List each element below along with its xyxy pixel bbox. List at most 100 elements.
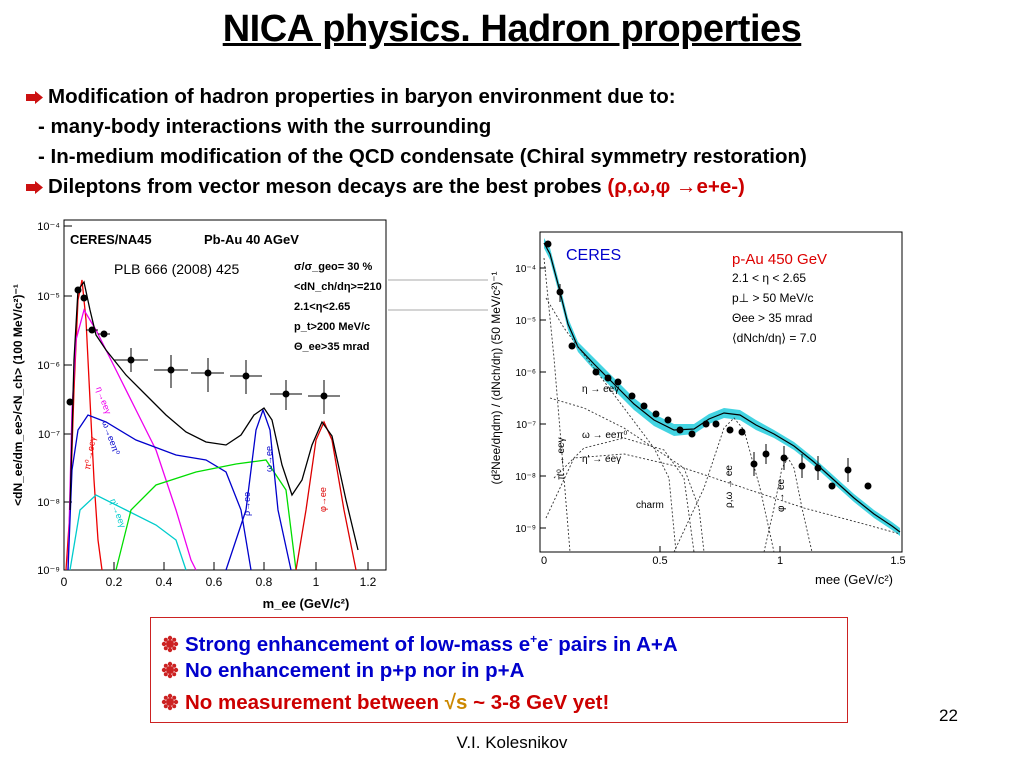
data-point	[592, 368, 600, 376]
y-tick: 10⁻⁵	[37, 291, 60, 303]
y-tick: 10⁻⁷	[516, 420, 536, 431]
conclusion-line-1: Strong enhancement of low-mass e+e- pair…	[161, 624, 678, 656]
curve-rho	[673, 417, 775, 553]
conclusion-3-text: No measurement between	[185, 691, 445, 714]
label-phi: φ → ee	[776, 478, 787, 512]
flower-bullet-icon	[161, 693, 179, 711]
y-tick: 10⁻⁹	[37, 565, 60, 577]
y-tick: 10⁻⁶	[515, 368, 536, 379]
cut-label: p⊥ > 50 MeV/c	[732, 291, 814, 305]
curve-omega-dalitz	[549, 397, 705, 553]
conclusion-2-text: No enhancement in p+p nor in p+A	[185, 659, 525, 682]
data-point	[702, 420, 710, 428]
plot-header-system: Pb-Au 40 AGeV	[204, 232, 299, 247]
sub-bullet-1: - many-body interactions with the surrou…	[38, 115, 492, 138]
data-point	[604, 374, 612, 382]
cut-label: <dN_ch/dη>=210	[294, 281, 382, 293]
curve-omega-ee	[225, 408, 292, 571]
x-axis-label: m_ee (GeV/c²)	[263, 596, 350, 611]
sub-bullet-2: - In-medium modification of the QCD cond…	[38, 145, 807, 168]
left-plot: 10⁻⁴ 10⁻⁵ 10⁻⁶ 10⁻⁷ 10⁻⁸ 10⁻⁹ 0 0.2 0.4 …	[11, 219, 387, 611]
bullet-list: Modification of hadron properties in bar…	[26, 82, 1016, 202]
cut-label: σ/σ_geo= 30 %	[294, 261, 373, 273]
y-tick: 10⁻⁴	[515, 264, 536, 275]
y-tick: 10⁻⁹	[515, 524, 536, 535]
superscript-plus: +	[530, 632, 538, 646]
curve-etap	[553, 437, 695, 553]
data-point	[628, 392, 636, 400]
x-axis-label: mee (GeV/c²)	[815, 572, 893, 587]
plot-header-experiment: CERES	[566, 247, 621, 264]
data-point	[80, 294, 88, 302]
data-point	[864, 482, 872, 490]
flower-bullet-icon	[161, 635, 179, 653]
curve-rho	[115, 459, 297, 571]
data-point	[66, 398, 74, 406]
data-point	[828, 482, 836, 490]
data-point	[664, 416, 672, 424]
label-omega: ω → eeπ⁰	[582, 430, 627, 441]
data-point	[568, 342, 576, 350]
label-rho: ρ→ee	[242, 492, 252, 516]
y-tick: 10⁻⁸	[515, 472, 536, 483]
label-etap: η' → eeγ	[582, 454, 621, 465]
curve-etap	[69, 494, 187, 571]
cut-label: Θee > 35 mrad	[732, 311, 812, 325]
y-tick: 10⁻⁸	[37, 497, 60, 509]
label-pi0: π⁰→eeγ	[82, 435, 98, 470]
cut-label: 2.1<η<2.65	[294, 301, 350, 313]
bullet-2: Dileptons from vector meson decays are t…	[26, 172, 1016, 202]
label-phi: φ→ee	[318, 487, 328, 512]
conclusion-3-tail: ~ 3-8 GeV yet!	[467, 691, 610, 714]
curve-phi	[763, 457, 813, 553]
label-eta: η → eeγ	[582, 384, 619, 395]
label-charm: charm	[636, 500, 664, 511]
curve-total	[543, 242, 901, 533]
bullet-2-text: Dileptons from vector meson decays are t…	[48, 175, 602, 198]
sqrt-s: √s	[444, 691, 468, 714]
data-point	[726, 426, 734, 434]
conclusion-1-e: e	[537, 632, 549, 656]
x-tick: 1.2	[360, 575, 377, 589]
right-plot: 10⁻⁴ 10⁻⁵ 10⁻⁶ 10⁻⁷ 10⁻⁸ 10⁻⁹ 0 0.5 1 1.…	[489, 231, 906, 587]
bullet-2-probes: (ρ,ω,φ →e+e-)	[607, 175, 745, 198]
x-tick: 0.8	[256, 575, 273, 589]
data-point	[614, 378, 622, 386]
superscript-minus: -	[548, 632, 553, 646]
bullet-1: Modification of hadron properties in bar…	[26, 82, 1016, 112]
x-tick: 1	[313, 575, 320, 589]
data-point	[688, 430, 696, 438]
x-tick: 0.6	[206, 575, 223, 589]
curve-charm	[545, 453, 901, 535]
bullet-1-text: Modification of hadron properties in bar…	[48, 85, 676, 108]
x-tick: 1	[777, 555, 783, 567]
data-point	[712, 420, 720, 428]
curve-total	[69, 280, 359, 551]
label-pi0: π⁰ → eeγ	[556, 437, 567, 480]
y-tick: 10⁻⁵	[515, 316, 536, 327]
arrow-bullet-icon	[26, 91, 43, 104]
x-tick: 0.5	[652, 555, 667, 567]
slide-title: NICA physics. Hadron properties	[222, 8, 802, 50]
conclusion-line-2: No enhancement in p+p nor in p+A	[161, 656, 524, 686]
label-rho: ρ,ω → ee	[724, 465, 735, 508]
label-etap: η'→eeγ	[108, 497, 128, 529]
curve-pi0	[543, 257, 571, 553]
connector-lines	[388, 279, 488, 311]
cut-label: ⟨dNch/dη⟩ = 7.0	[732, 331, 817, 345]
data-point	[652, 410, 660, 418]
x-tick: 1.5	[890, 555, 905, 567]
data-point	[544, 240, 552, 248]
x-tick: 0.4	[156, 575, 173, 589]
y-tick: 10⁻⁷	[38, 429, 60, 441]
label-eta: η→eeγ	[94, 385, 113, 416]
label-omega-ee: ω→ee	[264, 446, 274, 472]
x-tick: 0	[541, 555, 547, 567]
x-tick: 0.2	[106, 575, 123, 589]
data-point	[640, 402, 648, 410]
y-tick: 10⁻⁴	[37, 221, 60, 233]
label-omega: ω→eeπ⁰	[100, 419, 122, 456]
conclusion-box: Strong enhancement of low-mass e+e- pair…	[150, 617, 848, 723]
plot-header-system: p-Au 450 GeV	[732, 251, 827, 268]
curve-eta	[67, 308, 197, 571]
